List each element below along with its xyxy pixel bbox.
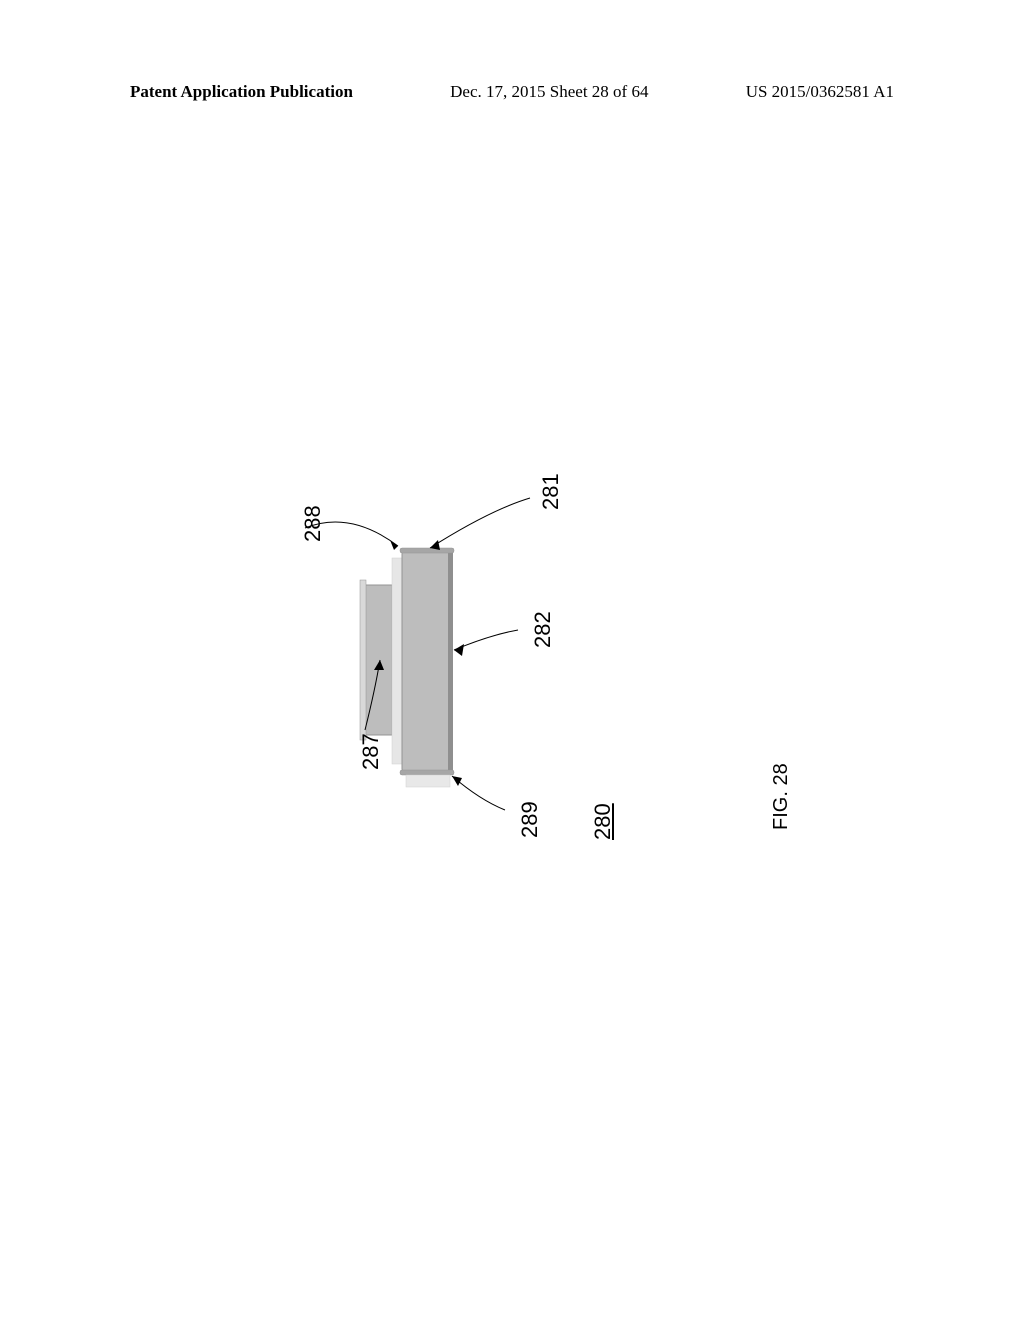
label-287: 287 (358, 733, 384, 770)
spacer (392, 558, 402, 764)
figure-28: 288 281 282 287 289 280 (230, 470, 650, 850)
header-left: Patent Application Publication (130, 82, 353, 102)
part-282-edge (448, 552, 453, 770)
part-289-rim (400, 770, 454, 775)
label-289: 289 (517, 801, 543, 838)
arrow-282 (454, 644, 464, 656)
label-280: 280 (590, 803, 616, 840)
label-281: 281 (538, 473, 564, 510)
page-header: Patent Application Publication Dec. 17, … (0, 82, 1024, 102)
leader-282 (454, 630, 518, 650)
part-287 (364, 585, 392, 735)
label-282: 282 (530, 611, 556, 648)
arrow-289 (452, 776, 462, 786)
figure-svg (230, 470, 650, 850)
part-287-edge (360, 580, 366, 740)
figure-caption: FIG. 28 (770, 763, 793, 830)
part-bottom-ext (406, 775, 450, 787)
part-288-rim (400, 548, 454, 553)
header-right: US 2015/0362581 A1 (746, 82, 894, 102)
header-center: Dec. 17, 2015 Sheet 28 of 64 (450, 82, 648, 102)
leader-281 (430, 498, 530, 548)
label-288: 288 (300, 505, 326, 542)
part-main-body (402, 550, 452, 772)
